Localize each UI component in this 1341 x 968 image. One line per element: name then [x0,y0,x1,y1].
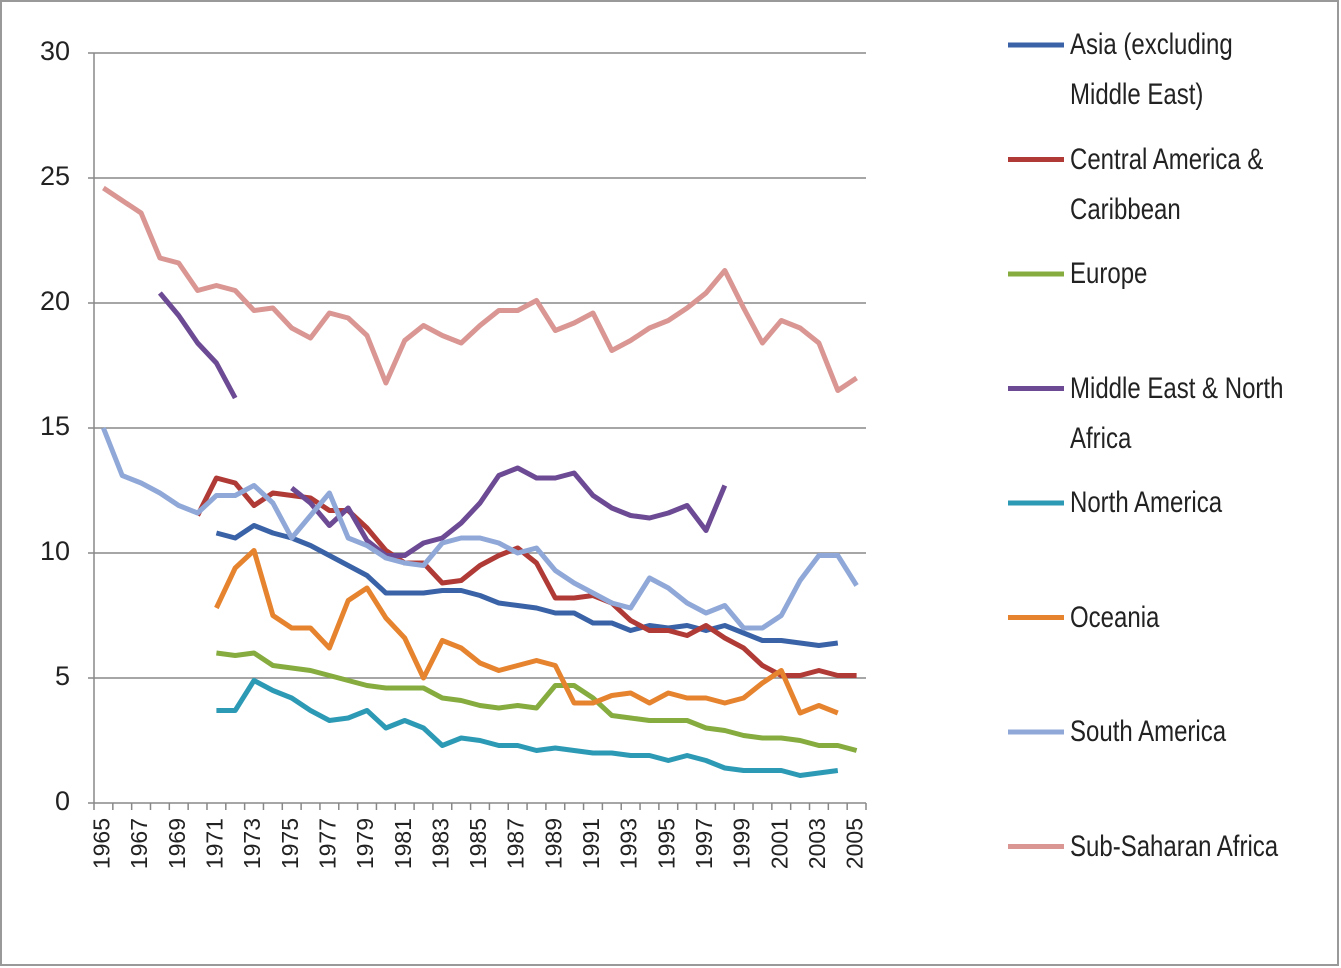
series-line [102,185,858,393]
x-tick-label: 1967 [126,818,152,869]
x-tick-label: 1993 [616,818,642,869]
series-line [215,523,839,648]
legend-label: Oceania [1070,600,1160,634]
x-tick-label: 1979 [352,818,378,869]
series-line [216,650,858,753]
x-tick-label: 1981 [390,818,416,869]
series-line [195,475,857,678]
series-line [216,678,839,778]
legend-label: North America [1070,486,1223,519]
legend-label: Asia (excluding Middle East) [1070,28,1233,111]
x-tick-label: 1995 [653,818,679,869]
y-tick-label: 0 [55,786,70,816]
y-tick-label: 5 [55,661,70,691]
x-tick-label: 1969 [164,818,190,869]
x-tick-label: 1975 [277,818,303,869]
x-tick-label: 1999 [729,818,755,869]
legend-label: South America [1070,715,1227,748]
y-tick-label: 25 [40,161,70,191]
x-tick-label: 1987 [503,818,529,869]
y-tick-label: 30 [40,36,70,66]
legend-label: Central America & Caribbean [1070,142,1264,226]
y-tick-label: 15 [40,411,70,441]
y-tick-label: 10 [40,536,70,566]
x-tick-label: 1973 [239,818,265,869]
x-tick-label: 1991 [578,818,604,869]
legend-label: Europe [1070,257,1148,290]
x-tick-label: 1989 [540,818,566,869]
x-tick-label: 2005 [842,818,868,869]
x-tick-label: 1997 [691,818,717,869]
series-line [157,291,728,558]
x-tick-label: 1983 [427,818,453,869]
x-tick-label: 1965 [88,818,114,869]
x-tick-label: 2003 [804,818,830,869]
x-tick-label: 1985 [465,818,491,869]
series-line [101,427,859,631]
legend-label: Middle East & North Africa [1070,371,1284,455]
x-tick-label: 1977 [314,818,340,869]
x-tick-label: 2001 [766,818,792,869]
legend-label: Sub-Saharan Africa [1070,829,1279,863]
x-tick-label: 1971 [201,818,227,869]
series-line [214,548,839,716]
y-tick-label: 20 [40,286,70,316]
